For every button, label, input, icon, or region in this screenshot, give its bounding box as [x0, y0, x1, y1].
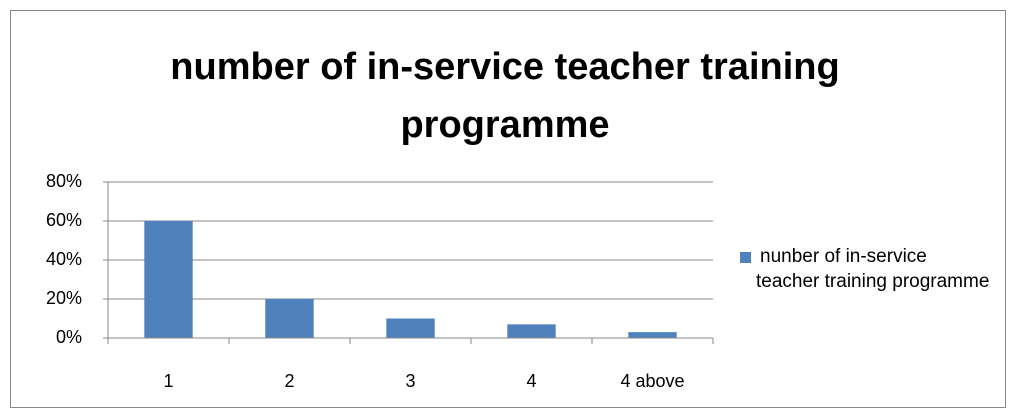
chart-title: number of in-service teacher training pr…: [170, 46, 840, 146]
x-tick-label: 2: [284, 371, 294, 391]
x-tick-label: 1: [163, 371, 173, 391]
y-tick-label: 20%: [46, 288, 82, 308]
legend-label: nunber of in-service teacher training pr…: [756, 246, 990, 292]
legend-swatch: [740, 252, 751, 263]
bar: [507, 324, 556, 338]
bar: [386, 318, 435, 338]
bar: [144, 221, 193, 338]
y-tick-label: 0%: [56, 327, 82, 347]
bar: [265, 299, 314, 338]
x-tick-label: 3: [405, 371, 415, 391]
y-tick-label: 40%: [46, 249, 82, 269]
y-tick-label: 60%: [46, 210, 82, 230]
x-tick-label: 4 above: [620, 371, 684, 391]
chart-frame: [10, 10, 1006, 408]
x-tick-label: 4: [526, 371, 536, 391]
y-tick-label: 80%: [46, 171, 82, 191]
bar: [628, 332, 677, 338]
